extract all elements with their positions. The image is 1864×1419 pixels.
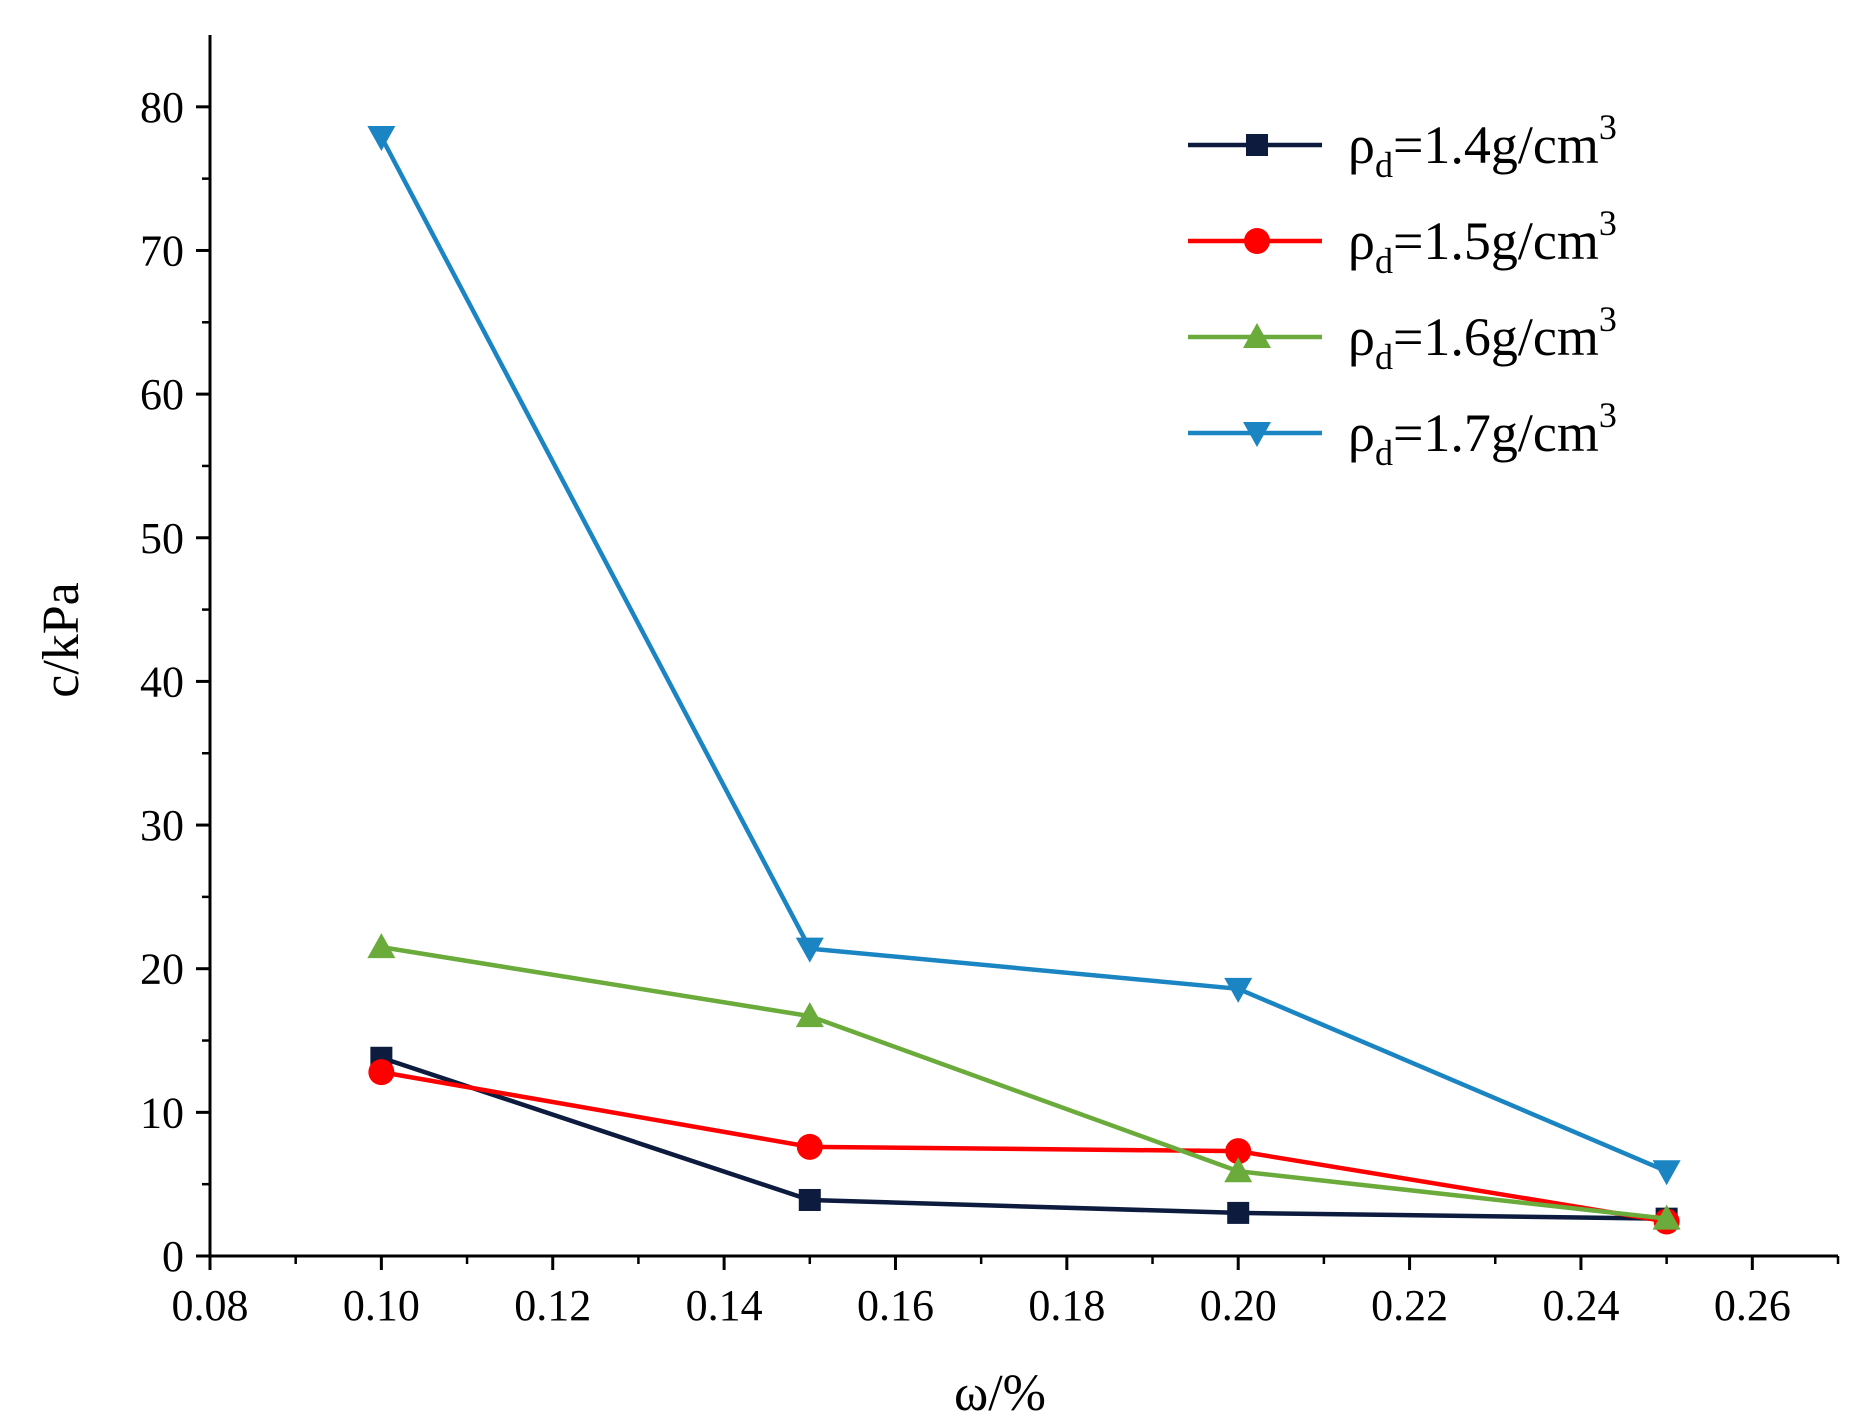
series-line bbox=[381, 944, 1667, 1221]
y-tick-label: 20 bbox=[140, 945, 184, 994]
series-line bbox=[380, 1069, 1667, 1224]
legend-swatch-marker bbox=[1246, 134, 1268, 156]
x-tick-label: 0.16 bbox=[857, 1281, 934, 1330]
legend-item: ρd=1.4g/cm3 bbox=[1188, 107, 1617, 185]
legend-item: ρd=1.5g/cm3 bbox=[1188, 203, 1617, 281]
y-tick-label: 30 bbox=[140, 801, 184, 850]
data-point bbox=[1652, 1204, 1681, 1230]
x-tick-label: 0.22 bbox=[1371, 1281, 1448, 1330]
data-point bbox=[798, 1188, 821, 1211]
series-line bbox=[379, 135, 1668, 1174]
x-tick-label: 0.24 bbox=[1542, 1281, 1619, 1330]
y-tick-label: 50 bbox=[140, 514, 184, 563]
series-4 bbox=[367, 125, 1681, 1186]
x-tick-label: 0.08 bbox=[172, 1281, 249, 1330]
legend-label: ρd=1.6g/cm3 bbox=[1348, 299, 1617, 377]
legend-swatch-marker bbox=[1244, 228, 1270, 254]
y-tick-label: 10 bbox=[140, 1088, 184, 1137]
legend-label: ρd=1.5g/cm3 bbox=[1348, 203, 1617, 281]
y-tick-label: 70 bbox=[140, 226, 184, 275]
x-tick-label: 0.18 bbox=[1028, 1281, 1105, 1330]
data-point bbox=[368, 1059, 395, 1086]
data-point bbox=[1225, 1138, 1252, 1165]
x-tick-label: 0.26 bbox=[1714, 1281, 1791, 1330]
y-tick-label: 80 bbox=[140, 83, 184, 132]
data-point bbox=[796, 1133, 823, 1160]
axes bbox=[208, 35, 1838, 1258]
y-axis-title: c/kPa bbox=[33, 582, 90, 698]
y-axis-ticks: 0 10 20 30 40 50 60 70 80 bbox=[140, 83, 210, 1281]
data-point bbox=[1224, 1157, 1253, 1183]
series-line bbox=[380, 1055, 1667, 1221]
legend-label: ρd=1.4g/cm3 bbox=[1348, 107, 1617, 185]
legend-swatch-marker bbox=[1243, 422, 1271, 447]
x-tick-label: 0.14 bbox=[686, 1281, 763, 1330]
x-axis-ticks: 0.08 0.10 0.12 0.14 0.16 0.18 0.20 0.22 0.24 0.26 bbox=[172, 1256, 1840, 1330]
data-point bbox=[1652, 1160, 1681, 1186]
x-tick-label: 0.20 bbox=[1200, 1281, 1277, 1330]
x-tick-label: 0.10 bbox=[343, 1281, 420, 1330]
data-point bbox=[795, 937, 824, 963]
series-1 bbox=[370, 1046, 1678, 1230]
data-point bbox=[1227, 1201, 1250, 1224]
legend-item: ρd=1.7g/cm3 bbox=[1188, 395, 1617, 473]
series-3 bbox=[367, 933, 1681, 1230]
x-axis-title: ω/% bbox=[954, 1365, 1046, 1419]
series-layer bbox=[367, 125, 1681, 1235]
y-tick-label: 40 bbox=[140, 657, 184, 706]
legend-item: ρd=1.6g/cm3 bbox=[1188, 299, 1617, 377]
data-point bbox=[367, 125, 396, 151]
x-tick-label: 0.12 bbox=[514, 1281, 591, 1330]
y-tick-label: 60 bbox=[140, 370, 184, 419]
legend-label: ρd=1.7g/cm3 bbox=[1348, 395, 1617, 473]
data-point bbox=[1224, 977, 1253, 1003]
data-point bbox=[367, 933, 396, 959]
legend-swatch-marker bbox=[1243, 323, 1271, 348]
y-tick-label: 0 bbox=[162, 1232, 184, 1281]
data-point bbox=[795, 1002, 824, 1028]
legend: ρd=1.4g/cm3 ρd=1.5g/cm3 ρd=1.6g/cm3 ρd=1.7g… bbox=[1188, 107, 1617, 473]
